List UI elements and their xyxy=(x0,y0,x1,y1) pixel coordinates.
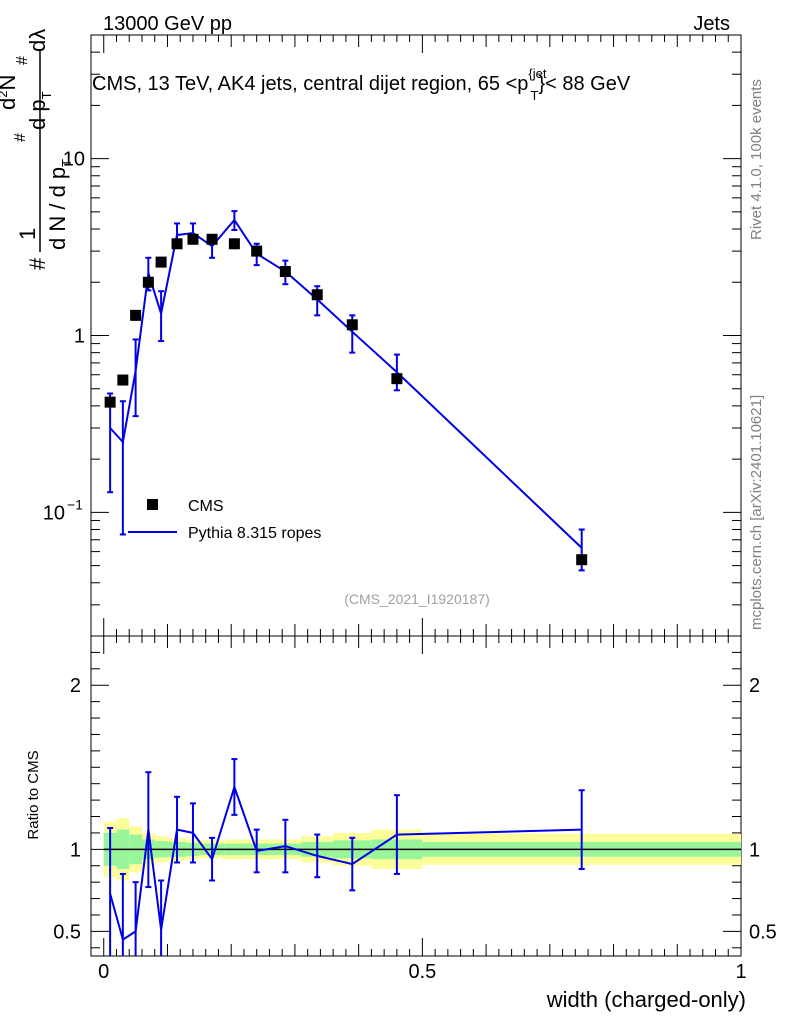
ratio-tick-labels: 0.5 0.51 12 20 0.5 1 xyxy=(53,675,777,983)
main-y-tick-label: 10 xyxy=(43,502,65,524)
legend-cms-label: CMS xyxy=(188,498,224,515)
svg-text:d2N: d2N xyxy=(0,75,20,110)
cms-data-point xyxy=(187,233,199,245)
cms-data-point xyxy=(346,319,358,331)
header-right: Jets xyxy=(693,13,730,35)
svg-text:#: # xyxy=(12,133,29,142)
svg-text:dλ: dλ xyxy=(25,29,50,52)
main-axis-ticks xyxy=(91,34,742,637)
ratio-axis-ticks xyxy=(91,635,742,956)
header-left: 13000 GeV pp xyxy=(103,13,232,35)
x-tick-label: 0.5 xyxy=(408,961,436,983)
cms-data-point xyxy=(171,238,183,250)
ratio-y-tick-label-left: 2 xyxy=(70,675,81,697)
cms-data-point xyxy=(117,374,129,386)
ratio-y-axis-label: Ratio to CMS xyxy=(25,750,42,839)
legend-cms-marker xyxy=(147,499,158,510)
mc-series-line xyxy=(109,218,583,549)
ratio-uncertainty-bands xyxy=(103,818,741,881)
ratio-y-tick-label-left: 1 xyxy=(70,839,81,861)
main-y-tick-label: 1 xyxy=(74,326,85,348)
svg-text:d pT: d pT xyxy=(25,91,54,130)
cms-data-point xyxy=(130,309,142,321)
svg-text:#: # xyxy=(25,257,50,270)
svg-text:d N / d pT: d N / d pT xyxy=(45,159,74,250)
x-axis-label: width (charged-only) xyxy=(546,987,746,1012)
x-tick-label: 1 xyxy=(735,961,746,983)
mcplots-label: mcplots.cern.ch [arXiv:2401.10621] xyxy=(748,395,765,630)
main-y-tick-label: 10 xyxy=(63,149,85,171)
ratio-y-tick-label-right: 0.5 xyxy=(749,921,777,943)
ratio-y-tick-label-right: 1 xyxy=(749,839,760,861)
cms-data-point xyxy=(576,554,588,566)
cms-data-point xyxy=(279,266,291,278)
legend-mc-label: Pythia 8.315 ropes xyxy=(188,525,321,542)
cms-data-point xyxy=(155,256,167,268)
ratio-y-tick-label-right: 2 xyxy=(749,675,760,697)
ratio-y-tick-label-left: 0.5 xyxy=(53,921,81,943)
cms-data-point xyxy=(311,289,323,301)
cms-data-point xyxy=(206,233,218,245)
cms-data-point xyxy=(391,373,403,385)
cms-data-point xyxy=(142,276,154,288)
cms-data-markers xyxy=(104,233,588,566)
svg-text:#: # xyxy=(14,56,31,65)
cms-data-point xyxy=(228,238,240,250)
ratio-error-bars xyxy=(107,758,585,956)
ratio-series-line xyxy=(109,783,582,942)
ratio-panel-frame xyxy=(90,635,742,957)
main-y-axis-label: # 1 d N / d pT # d pT d2N # dλ xyxy=(0,29,74,270)
main-panel-frame xyxy=(90,34,742,637)
cms-data-point xyxy=(251,245,263,257)
x-tick-label: 0 xyxy=(98,961,109,983)
cms-data-point xyxy=(104,396,116,408)
mc-error-bars xyxy=(107,210,585,572)
main-y-tick-exponent: −1 xyxy=(67,496,83,512)
svg-text:1: 1 xyxy=(15,228,40,240)
rivet-version-label: Rivet 4.1.0, 100k events xyxy=(748,79,765,240)
analysis-watermark: (CMS_2021_I1920187) xyxy=(344,591,490,607)
chart-title: CMS, 13 TeV, AK4 jets, central dijet reg… xyxy=(92,66,631,103)
